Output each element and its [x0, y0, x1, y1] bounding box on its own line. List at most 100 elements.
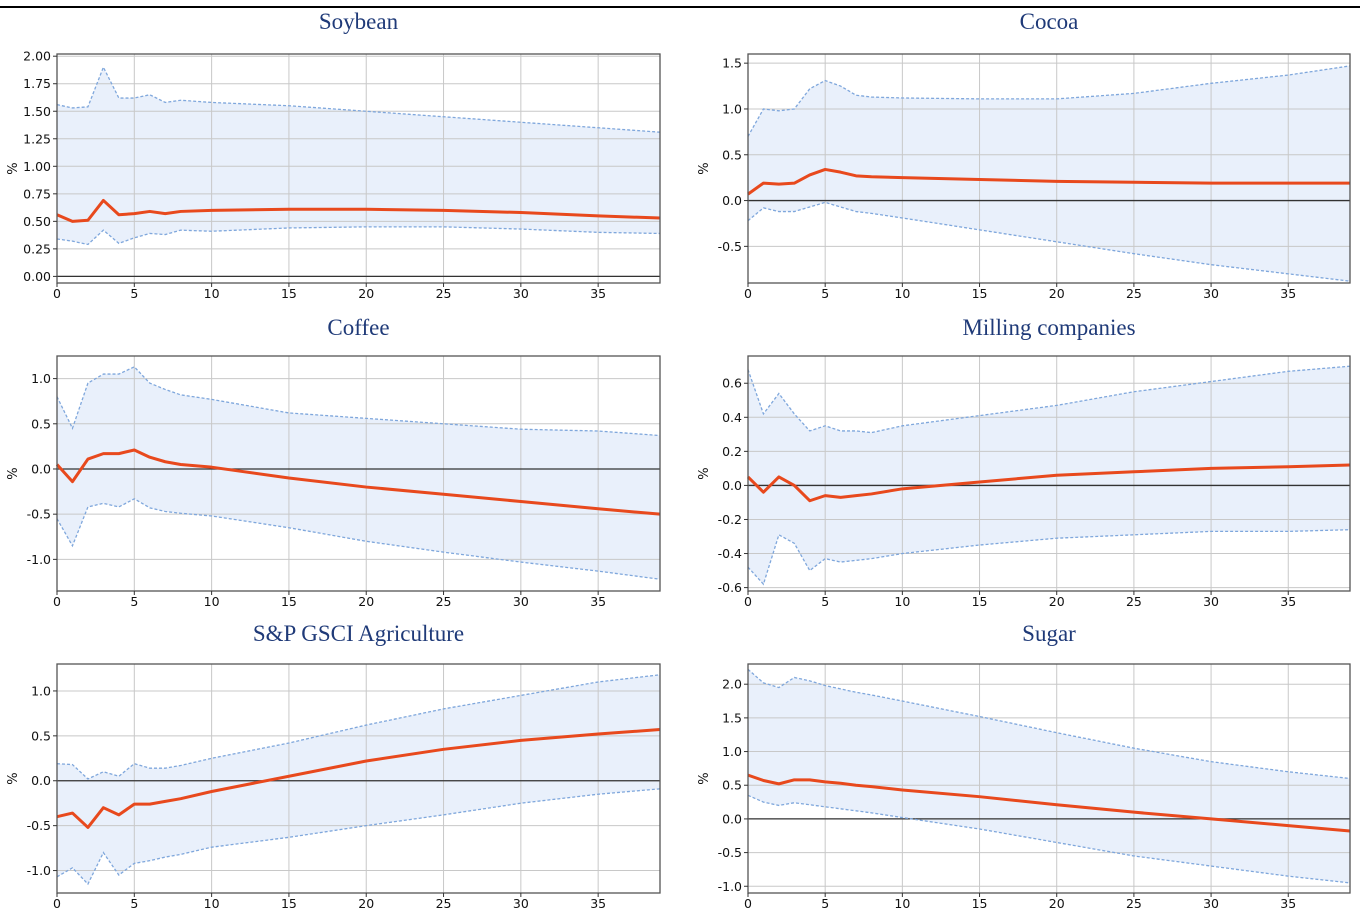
- x-tick-label: 0: [744, 896, 752, 911]
- y-tick-label: 1.0: [31, 371, 51, 386]
- y-tick-label: 1.0: [722, 744, 742, 759]
- chart-panel-6: 0 5 10 15 20 25 30 35 -1.0 -0.5 0.0 0.5 1.0 1.5 2.0% Su…: [697, 621, 1351, 911]
- y-tick-label: -1.0: [718, 879, 742, 894]
- plot-frame: [56, 663, 661, 894]
- x-tick-label: 15: [972, 896, 988, 911]
- x-tick-label: 5: [130, 286, 138, 301]
- chart-title: S&P GSCI Agriculture: [253, 621, 464, 646]
- x-tick-label: 20: [358, 896, 374, 911]
- lower-band-line: [56, 498, 661, 580]
- x-tick-label: 25: [436, 896, 452, 911]
- y-tick-label: 0.75: [23, 186, 51, 201]
- confidence-band: [748, 669, 1350, 883]
- x-tick-label: 0: [744, 594, 752, 609]
- x-tick-label: 10: [894, 896, 910, 911]
- y-tick-label: 0.2: [722, 444, 742, 459]
- y-tick-label: -0.6: [718, 580, 742, 595]
- y-tick-label: 0.25: [23, 241, 51, 256]
- x-tick-label: 15: [281, 896, 297, 911]
- x-tick-label: 25: [436, 286, 452, 301]
- y-axis-label: %: [6, 772, 21, 784]
- y-tick-label: 1.0: [31, 683, 51, 698]
- y-tick-label: -0.5: [718, 239, 742, 254]
- chart-title: Milling companies: [962, 315, 1135, 340]
- chart-title: Cocoa: [1020, 9, 1079, 34]
- x-tick-label: 15: [972, 594, 988, 609]
- x-tick-label: 20: [1049, 896, 1065, 911]
- y-tick-label: 0.4: [722, 410, 742, 425]
- x-tick-label: 10: [204, 286, 220, 301]
- plot-frame: [747, 355, 1351, 592]
- x-tick-label: 5: [821, 286, 829, 301]
- chart-panel-5: 0 5 10 15 20 25 30 35 -1.0 -0.5 0.0 0.5 1.0% S&P GSCI…: [6, 621, 661, 911]
- y-tick-label: 1.00: [23, 159, 51, 174]
- y-tick-label: -0.5: [718, 845, 742, 860]
- x-tick-label: 15: [281, 286, 297, 301]
- upper-band-line: [747, 365, 1351, 434]
- upper-band-line: [56, 366, 661, 437]
- chart-panel-3: 0 5 10 15 20 25 30 35 -1.0 -0.5 0.0 0.5 1.0% Coffee: [6, 315, 661, 609]
- irf-line: [56, 198, 661, 223]
- y-tick-label: 2.0: [722, 677, 742, 692]
- x-tick-label: 10: [894, 594, 910, 609]
- y-tick-label: 0.00: [23, 269, 51, 284]
- y-axis-label: %: [697, 467, 712, 479]
- x-tick-label: 10: [204, 896, 220, 911]
- chart-title: Sugar: [1022, 621, 1076, 646]
- x-tick-label: 35: [1280, 594, 1296, 609]
- x-tick-label: 0: [53, 896, 61, 911]
- chart-panel-4: 0 5 10 15 20 25 30 35 -0.6 -0.4 -0.2 0.0 0.2 0.4 0.6% M…: [697, 315, 1351, 609]
- y-tick-label: -0.5: [27, 507, 51, 522]
- x-tick-label: 15: [281, 594, 297, 609]
- x-tick-label: 25: [1126, 896, 1142, 911]
- y-tick-label: 1.5: [722, 56, 742, 71]
- x-tick-label: 35: [1280, 286, 1296, 301]
- lower-band-line: [747, 201, 1351, 282]
- lower-band-line: [56, 788, 661, 886]
- x-tick-label: 20: [1049, 286, 1065, 301]
- x-tick-label: 35: [590, 594, 606, 609]
- y-tick-label: 1.0: [722, 101, 742, 116]
- upper-band-line: [747, 668, 1351, 780]
- y-axis-label: %: [6, 467, 21, 479]
- y-tick-label: 0.5: [31, 416, 51, 431]
- irf-line: [747, 167, 1350, 196]
- x-tick-label: 30: [1203, 286, 1219, 301]
- x-tick-label: 5: [821, 594, 829, 609]
- x-tick-label: 20: [358, 594, 374, 609]
- y-tick-label: -1.0: [27, 863, 51, 878]
- chart-title: Coffee: [327, 315, 389, 340]
- x-tick-label: 25: [436, 594, 452, 609]
- y-tick-label: 1.75: [23, 76, 51, 91]
- chart-panel-2: 0 5 10 15 20 25 30 35 -0.5 0.0 0.5 1.0 1.5% Cocoa: [697, 9, 1351, 301]
- x-tick-label: 15: [972, 286, 988, 301]
- irf-line: [747, 773, 1351, 833]
- y-tick-label: -1.0: [27, 552, 51, 567]
- confidence-band: [57, 366, 660, 580]
- confidence-band: [57, 674, 660, 885]
- x-tick-label: 5: [821, 896, 829, 911]
- x-tick-label: 10: [894, 286, 910, 301]
- x-tick-label: 30: [513, 896, 529, 911]
- lower-band-line: [56, 226, 661, 246]
- y-tick-label: 0.0: [31, 461, 51, 476]
- upper-band-line: [56, 674, 661, 780]
- x-tick-label: 20: [1049, 594, 1065, 609]
- x-tick-label: 0: [53, 594, 61, 609]
- y-tick-label: -0.4: [718, 546, 742, 561]
- plot-frame: [747, 53, 1351, 284]
- lower-band-line: [747, 529, 1351, 586]
- y-tick-label: -0.2: [718, 512, 742, 527]
- y-tick-label: -0.5: [27, 818, 51, 833]
- x-tick-label: 30: [1203, 896, 1219, 911]
- y-tick-label: 1.5: [722, 710, 742, 725]
- x-tick-label: 30: [513, 286, 529, 301]
- plot-frame: [747, 663, 1351, 894]
- y-axis-label: %: [697, 772, 712, 784]
- x-tick-label: 10: [204, 594, 220, 609]
- y-axis-label: %: [697, 162, 712, 174]
- x-tick-label: 0: [53, 286, 61, 301]
- y-tick-label: 2.00: [23, 49, 51, 64]
- y-tick-label: 0.50: [23, 214, 51, 229]
